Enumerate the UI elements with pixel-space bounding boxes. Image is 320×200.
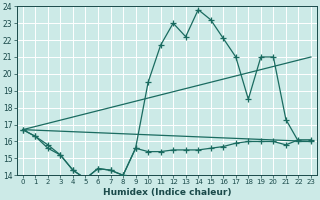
- X-axis label: Humidex (Indice chaleur): Humidex (Indice chaleur): [103, 188, 231, 197]
